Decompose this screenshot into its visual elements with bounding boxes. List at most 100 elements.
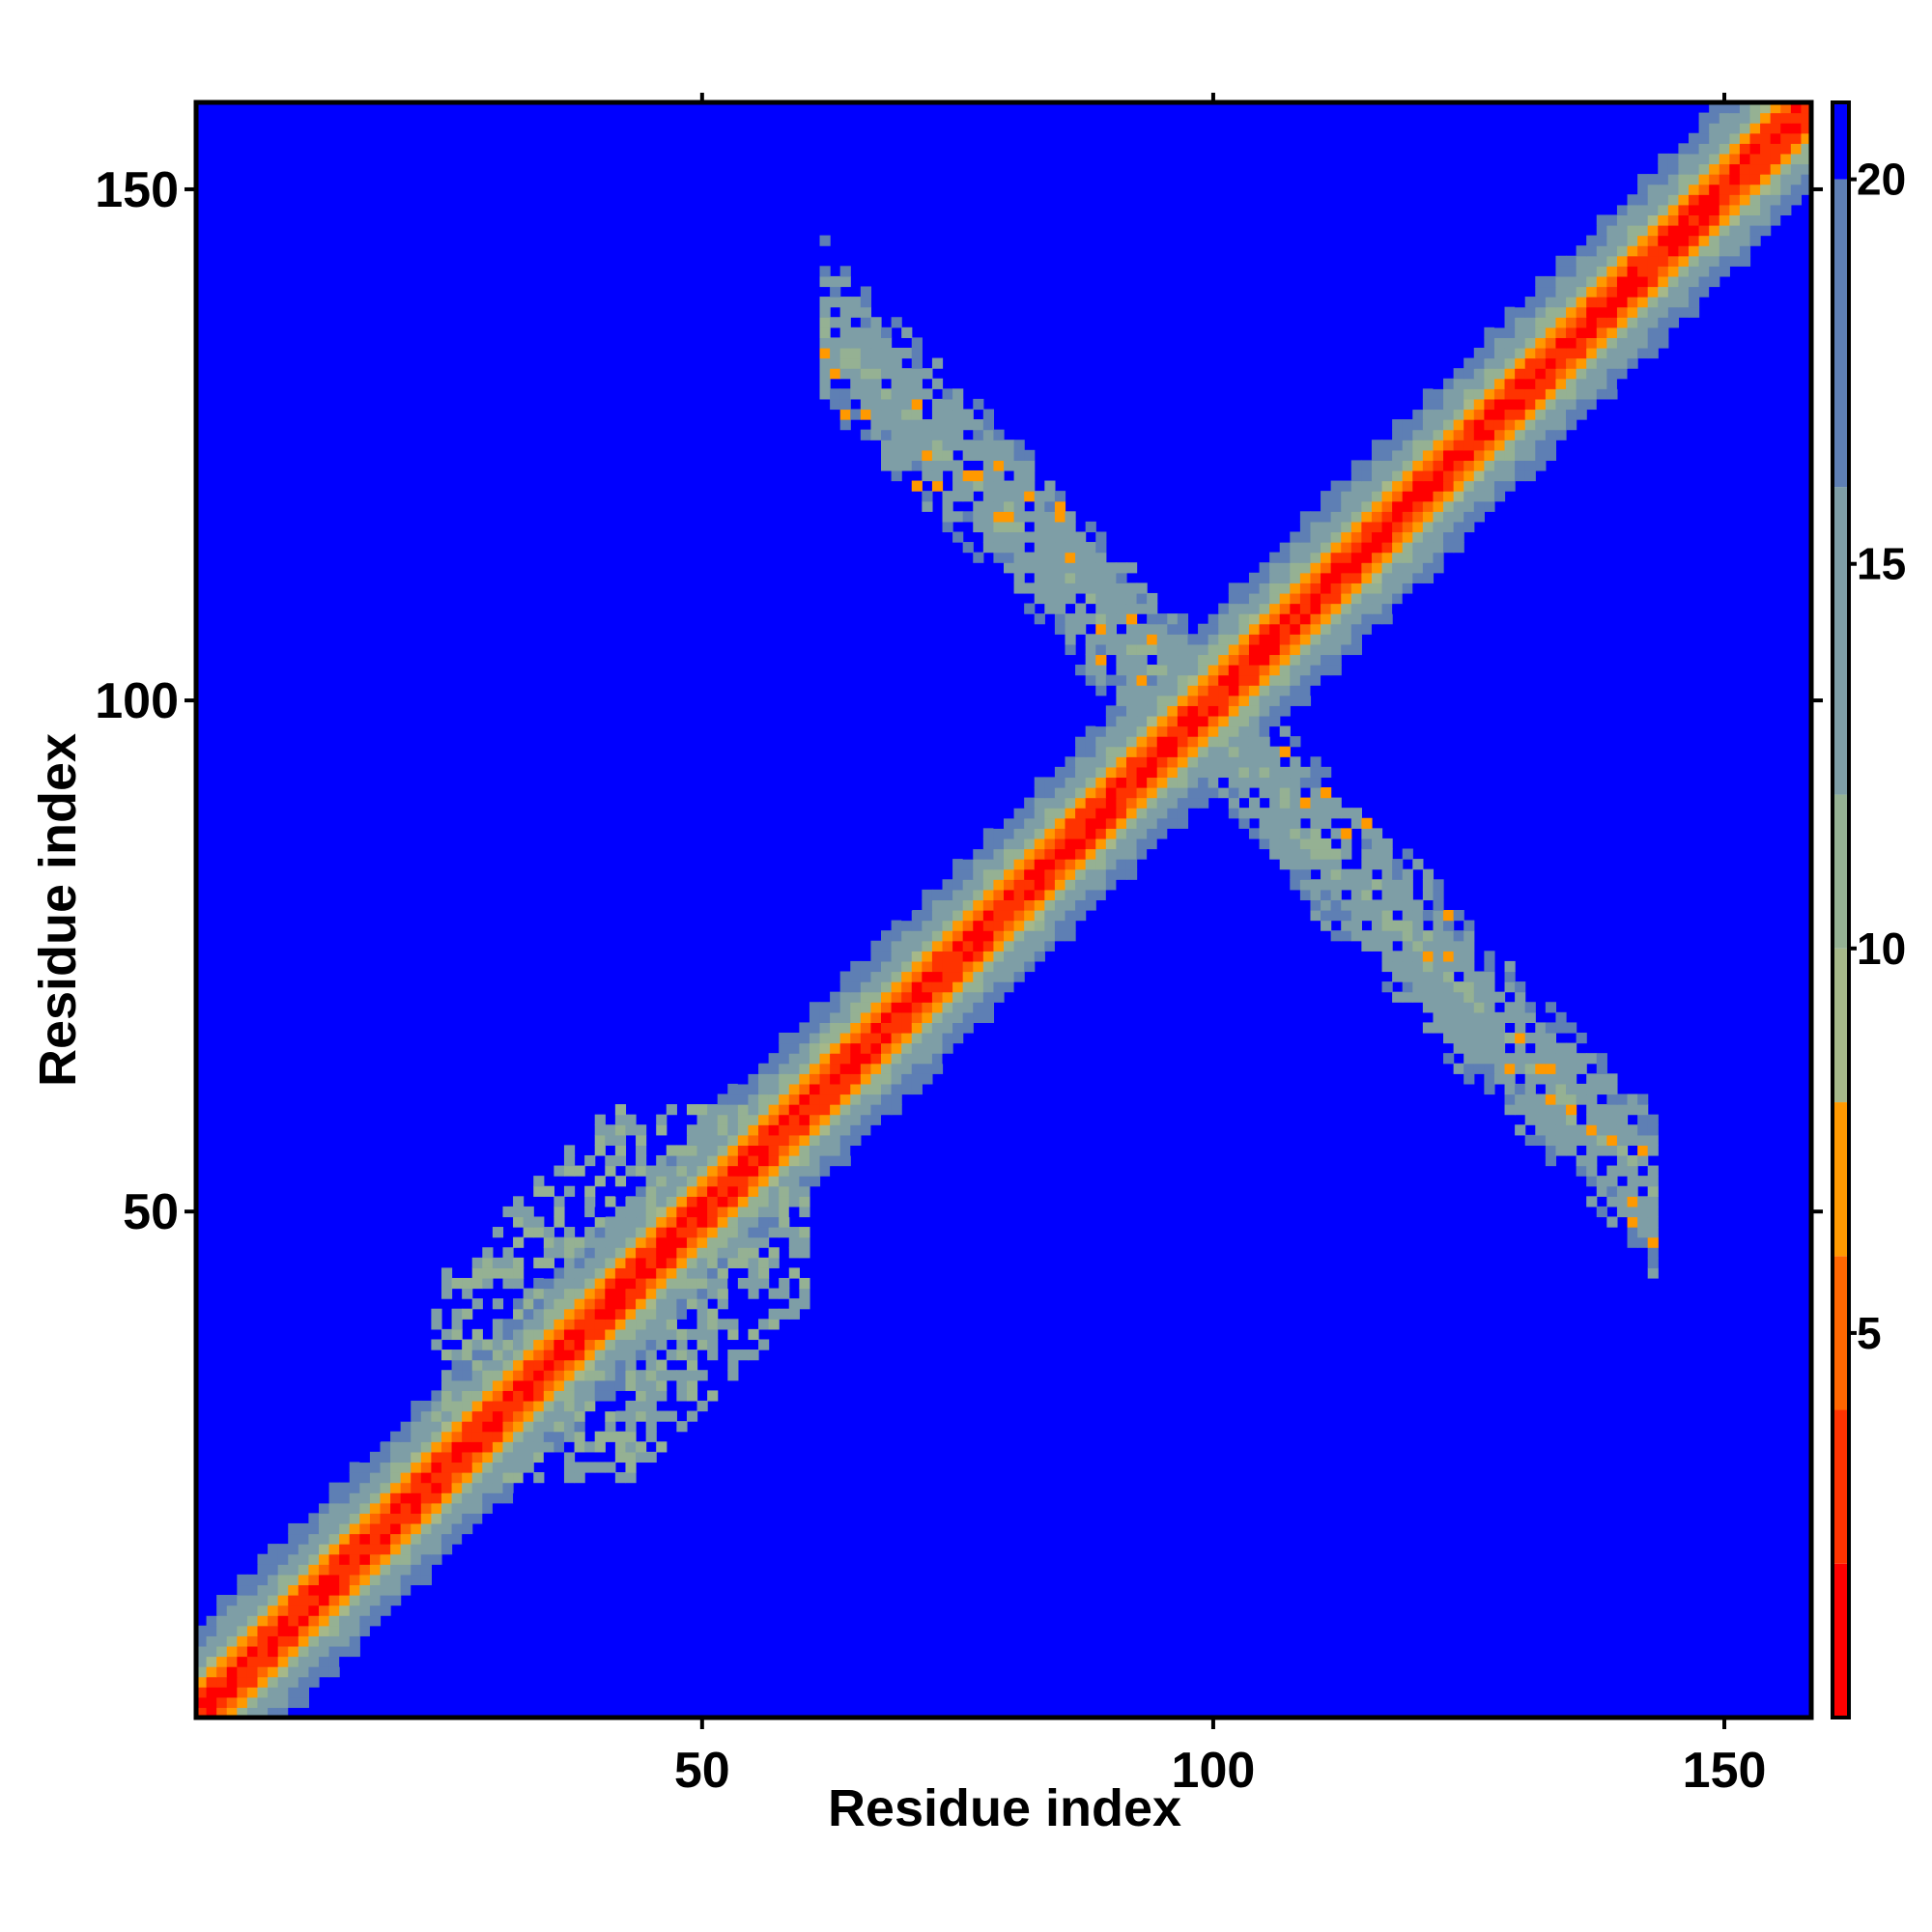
heatmap-cell [922,971,933,982]
heatmap-cell [1616,1154,1629,1167]
heatmap-cell [359,1574,371,1586]
heatmap-cell [1177,685,1189,696]
heatmap-cell [1647,1267,1659,1279]
heatmap-cell [1136,817,1148,829]
heatmap-cell [246,1696,259,1709]
heatmap-cell [1524,306,1536,318]
heatmap-cell [1259,665,1270,676]
heatmap-cell [1729,112,1741,124]
heatmap-cell [1667,194,1680,206]
heatmap-cell [1443,480,1455,492]
heatmap-cell [1402,920,1413,931]
heatmap-cell [1606,286,1618,298]
heatmap-cell [819,1042,831,1054]
heatmap-cell [1443,469,1455,482]
heatmap-cell [584,1277,596,1290]
heatmap-cell [1515,357,1526,369]
heatmap-cell [1321,817,1332,829]
heatmap-cell [1075,756,1087,768]
heatmap-cell [1606,1176,1618,1187]
heatmap-cell [1248,705,1261,717]
heatmap-cell [1218,777,1230,788]
heatmap-cell [1402,480,1413,492]
heatmap-cell [625,1308,637,1320]
heatmap-cell [1065,910,1076,922]
heatmap-cell [1218,695,1230,706]
heatmap-cell [277,1605,289,1616]
heatmap-cell [1125,562,1138,574]
heatmap-cell [451,1328,463,1341]
heatmap-cell [206,1666,217,1678]
heatmap-cell [1658,297,1669,308]
heatmap-cell [513,1196,525,1208]
heatmap-cell [1279,766,1291,779]
heatmap-cell [246,1656,259,1667]
heatmap-cell [1760,194,1772,206]
heatmap-cell [1493,1053,1506,1065]
heatmap-cell [1136,603,1148,614]
heatmap-cell [1105,715,1117,727]
heatmap-cell [1341,930,1352,942]
heatmap-cell [636,1236,647,1248]
heatmap-cell [1228,746,1239,757]
heatmap-cell [1504,1094,1516,1105]
heatmap-cell [1647,1227,1659,1238]
heatmap-cell [1290,797,1301,809]
heatmap-cell [1116,715,1127,727]
heatmap-cell [400,1462,412,1473]
heatmap-cell [533,1185,545,1197]
heatmap-cell [1125,634,1138,645]
heatmap-cell [911,1083,923,1095]
heatmap-cell [1770,143,1781,155]
heatmap-cell [1381,582,1393,594]
heatmap-cell [1310,817,1321,829]
heatmap-cell [1484,1002,1495,1013]
heatmap-cell [502,1482,514,1493]
heatmap-cell [993,859,1005,870]
heatmap-cell [799,1298,810,1310]
heatmap-cell [727,1134,739,1146]
heatmap-cell [1566,297,1577,308]
heatmap-cell [645,1319,657,1330]
heatmap-cell [605,1339,616,1350]
heatmap-cell [1443,1032,1455,1044]
heatmap-cell [1484,368,1495,380]
heatmap-cell [339,1656,351,1667]
heatmap-cell [1689,286,1700,298]
heatmap-cell [1116,562,1127,574]
heatmap-cell [993,491,1005,502]
heatmap-cell [1566,1073,1577,1085]
y-tick-label: 50 [123,1184,179,1240]
heatmap-cell [1545,1145,1557,1156]
heatmap-cell [1463,981,1475,993]
heatmap-cell [1054,879,1066,891]
heatmap-cell [922,429,933,440]
heatmap-cell [1279,838,1291,850]
heatmap-cell [1524,1134,1536,1146]
heatmap-cell [839,306,851,318]
heatmap-cell [1616,368,1629,380]
heatmap-cell [1187,777,1199,788]
heatmap-cell [1402,899,1413,911]
heatmap-cell [1780,174,1792,185]
heatmap-cell [931,460,944,471]
heatmap-cell [1187,643,1199,656]
heatmap-cell [901,1022,913,1034]
heatmap-cell [870,419,882,431]
heatmap-cell [1504,409,1516,420]
heatmap-cell [1433,899,1444,911]
heatmap-cell [717,1236,728,1248]
heatmap-cell [696,1277,708,1290]
heatmap-cell [1167,665,1179,676]
heatmap-cell [523,1441,534,1453]
heatmap-cell [1667,245,1680,257]
heatmap-cell [830,1022,841,1034]
heatmap-cell [574,1431,585,1442]
heatmap-cell [1177,695,1189,706]
heatmap-cell [748,1053,759,1065]
heatmap-cell [656,1359,668,1371]
heatmap-cell [1198,797,1209,809]
heatmap-cell [1667,275,1680,288]
heatmap-cell [748,1134,759,1146]
heatmap-cell [1586,1073,1598,1085]
